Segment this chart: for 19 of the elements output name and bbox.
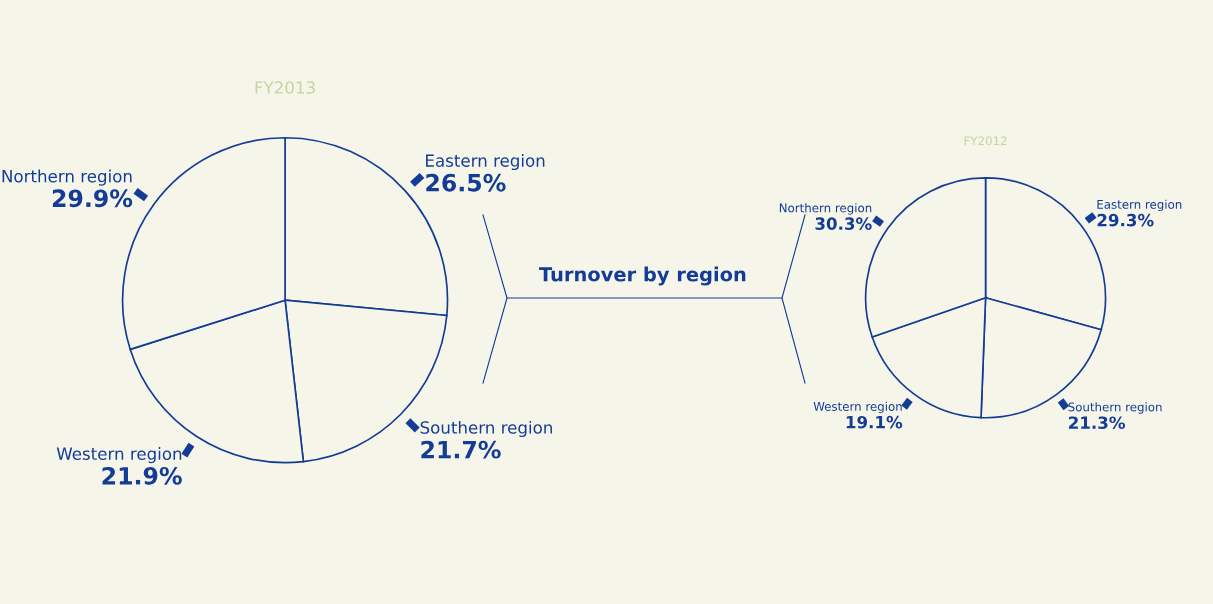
slice-label: Southern region — [420, 420, 552, 438]
slice-label: Eastern region — [1097, 199, 1182, 212]
data-label: 21.9% — [102, 466, 182, 485]
data-label: 29.3% — [1097, 213, 1154, 227]
slice-label: Western region — [56, 447, 182, 464]
slice-label: Northern region — [779, 203, 872, 215]
text: Turnover by region — [539, 266, 746, 286]
data-label: 21.3% — [1069, 416, 1125, 429]
slice-label: Western region — [813, 401, 902, 414]
data-label: 26.5% — [426, 173, 506, 192]
data-label: 21.7% — [421, 440, 501, 459]
data-label: 29.9% — [52, 189, 133, 208]
slice-label: Northern region — [2, 169, 132, 186]
slice-label: Eastern region — [426, 153, 545, 171]
data-label: 19.1% — [846, 415, 903, 429]
chart-title: FY2012 — [964, 136, 1007, 146]
chart-title: FY2013 — [255, 81, 315, 94]
slice-label: Southern region — [1068, 402, 1162, 414]
data-label: 30.3% — [815, 217, 872, 230]
